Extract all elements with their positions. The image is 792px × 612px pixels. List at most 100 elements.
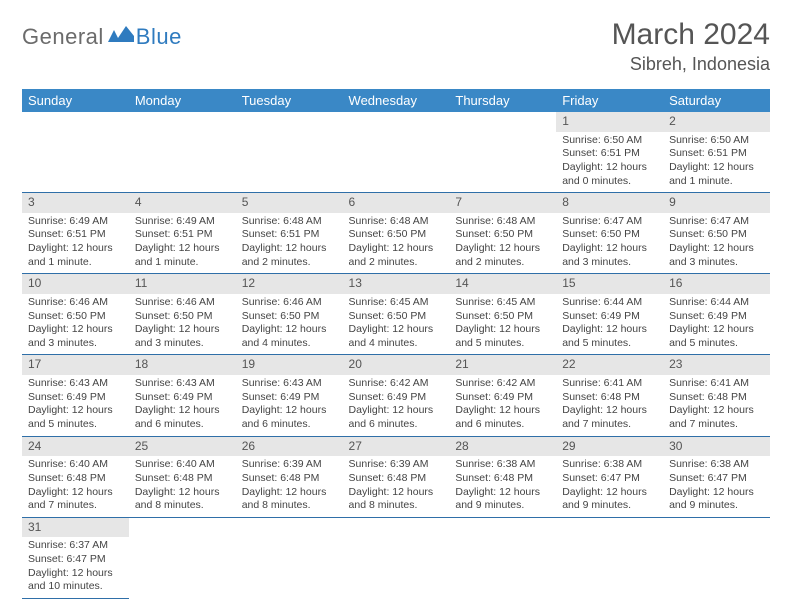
calendar-cell [129, 112, 236, 193]
day-body: Sunrise: 6:45 AMSunset: 6:50 PMDaylight:… [449, 294, 556, 355]
daylight-line: Daylight: 12 hours and 8 minutes. [242, 486, 337, 513]
calendar-cell: 21Sunrise: 6:42 AMSunset: 6:49 PMDayligh… [449, 355, 556, 436]
sunset-line: Sunset: 6:47 PM [669, 472, 764, 486]
calendar-cell: 10Sunrise: 6:46 AMSunset: 6:50 PMDayligh… [22, 274, 129, 355]
day-number: 26 [236, 437, 343, 457]
sunset-line: Sunset: 6:48 PM [349, 472, 444, 486]
daylight-line: Daylight: 12 hours and 8 minutes. [349, 486, 444, 513]
daylight-line: Daylight: 12 hours and 1 minute. [669, 161, 764, 188]
day-body: Sunrise: 6:48 AMSunset: 6:50 PMDaylight:… [343, 213, 450, 274]
daylight-line: Daylight: 12 hours and 1 minute. [135, 242, 230, 269]
sunrise-line: Sunrise: 6:48 AM [242, 215, 337, 229]
calendar-cell [663, 517, 770, 598]
calendar-cell: 8Sunrise: 6:47 AMSunset: 6:50 PMDaylight… [556, 193, 663, 274]
logo-text-blue: Blue [136, 24, 182, 50]
day-body: Sunrise: 6:45 AMSunset: 6:50 PMDaylight:… [343, 294, 450, 355]
day-number: 17 [22, 355, 129, 375]
sunset-line: Sunset: 6:51 PM [242, 228, 337, 242]
logo: General Blue [22, 18, 182, 50]
calendar-table: SundayMondayTuesdayWednesdayThursdayFrid… [22, 89, 770, 599]
sunrise-line: Sunrise: 6:42 AM [349, 377, 444, 391]
day-header: Friday [556, 89, 663, 112]
sunset-line: Sunset: 6:49 PM [28, 391, 123, 405]
sunrise-line: Sunrise: 6:38 AM [455, 458, 550, 472]
day-number: 15 [556, 274, 663, 294]
sunset-line: Sunset: 6:50 PM [349, 310, 444, 324]
calendar-cell: 23Sunrise: 6:41 AMSunset: 6:48 PMDayligh… [663, 355, 770, 436]
day-body: Sunrise: 6:49 AMSunset: 6:51 PMDaylight:… [22, 213, 129, 274]
sunset-line: Sunset: 6:51 PM [28, 228, 123, 242]
daylight-line: Daylight: 12 hours and 5 minutes. [455, 323, 550, 350]
daylight-line: Daylight: 12 hours and 6 minutes. [349, 404, 444, 431]
sunset-line: Sunset: 6:49 PM [242, 391, 337, 405]
day-body: Sunrise: 6:47 AMSunset: 6:50 PMDaylight:… [663, 213, 770, 274]
calendar-cell: 4Sunrise: 6:49 AMSunset: 6:51 PMDaylight… [129, 193, 236, 274]
sunrise-line: Sunrise: 6:43 AM [28, 377, 123, 391]
day-body: Sunrise: 6:38 AMSunset: 6:47 PMDaylight:… [556, 456, 663, 517]
day-body: Sunrise: 6:41 AMSunset: 6:48 PMDaylight:… [556, 375, 663, 436]
day-body: Sunrise: 6:44 AMSunset: 6:49 PMDaylight:… [663, 294, 770, 355]
calendar-cell [129, 517, 236, 598]
day-body: Sunrise: 6:39 AMSunset: 6:48 PMDaylight:… [343, 456, 450, 517]
location: Sibreh, Indonesia [612, 54, 770, 75]
calendar-week-row: 10Sunrise: 6:46 AMSunset: 6:50 PMDayligh… [22, 274, 770, 355]
day-number: 10 [22, 274, 129, 294]
calendar-cell: 31Sunrise: 6:37 AMSunset: 6:47 PMDayligh… [22, 517, 129, 598]
day-number: 20 [343, 355, 450, 375]
day-number: 28 [449, 437, 556, 457]
day-number: 8 [556, 193, 663, 213]
sunrise-line: Sunrise: 6:41 AM [562, 377, 657, 391]
calendar-cell: 25Sunrise: 6:40 AMSunset: 6:48 PMDayligh… [129, 436, 236, 517]
day-number: 14 [449, 274, 556, 294]
day-number: 24 [22, 437, 129, 457]
daylight-line: Daylight: 12 hours and 3 minutes. [135, 323, 230, 350]
calendar-cell: 6Sunrise: 6:48 AMSunset: 6:50 PMDaylight… [343, 193, 450, 274]
sunset-line: Sunset: 6:50 PM [562, 228, 657, 242]
calendar-cell: 27Sunrise: 6:39 AMSunset: 6:48 PMDayligh… [343, 436, 450, 517]
sunset-line: Sunset: 6:48 PM [28, 472, 123, 486]
day-number: 2 [663, 112, 770, 132]
day-body: Sunrise: 6:38 AMSunset: 6:47 PMDaylight:… [663, 456, 770, 517]
sunset-line: Sunset: 6:50 PM [669, 228, 764, 242]
sunrise-line: Sunrise: 6:48 AM [455, 215, 550, 229]
calendar-cell [449, 112, 556, 193]
daylight-line: Daylight: 12 hours and 9 minutes. [455, 486, 550, 513]
calendar-cell: 28Sunrise: 6:38 AMSunset: 6:48 PMDayligh… [449, 436, 556, 517]
calendar-cell: 2Sunrise: 6:50 AMSunset: 6:51 PMDaylight… [663, 112, 770, 193]
sunset-line: Sunset: 6:50 PM [135, 310, 230, 324]
daylight-line: Daylight: 12 hours and 10 minutes. [28, 567, 123, 594]
sunrise-line: Sunrise: 6:49 AM [135, 215, 230, 229]
calendar-cell: 22Sunrise: 6:41 AMSunset: 6:48 PMDayligh… [556, 355, 663, 436]
day-body: Sunrise: 6:37 AMSunset: 6:47 PMDaylight:… [22, 537, 129, 598]
day-number: 30 [663, 437, 770, 457]
sunset-line: Sunset: 6:47 PM [562, 472, 657, 486]
calendar-cell: 3Sunrise: 6:49 AMSunset: 6:51 PMDaylight… [22, 193, 129, 274]
daylight-line: Daylight: 12 hours and 5 minutes. [669, 323, 764, 350]
calendar-cell: 13Sunrise: 6:45 AMSunset: 6:50 PMDayligh… [343, 274, 450, 355]
sunset-line: Sunset: 6:47 PM [28, 553, 123, 567]
sunrise-line: Sunrise: 6:39 AM [349, 458, 444, 472]
day-body: Sunrise: 6:50 AMSunset: 6:51 PMDaylight:… [556, 132, 663, 193]
sunrise-line: Sunrise: 6:43 AM [135, 377, 230, 391]
sunrise-line: Sunrise: 6:46 AM [28, 296, 123, 310]
daylight-line: Daylight: 12 hours and 0 minutes. [562, 161, 657, 188]
day-number: 31 [22, 518, 129, 538]
day-body: Sunrise: 6:43 AMSunset: 6:49 PMDaylight:… [236, 375, 343, 436]
day-body: Sunrise: 6:47 AMSunset: 6:50 PMDaylight:… [556, 213, 663, 274]
sunset-line: Sunset: 6:49 PM [669, 310, 764, 324]
daylight-line: Daylight: 12 hours and 4 minutes. [349, 323, 444, 350]
daylight-line: Daylight: 12 hours and 5 minutes. [562, 323, 657, 350]
calendar-cell [556, 517, 663, 598]
day-body: Sunrise: 6:48 AMSunset: 6:51 PMDaylight:… [236, 213, 343, 274]
sunrise-line: Sunrise: 6:47 AM [669, 215, 764, 229]
calendar-cell: 12Sunrise: 6:46 AMSunset: 6:50 PMDayligh… [236, 274, 343, 355]
sunrise-line: Sunrise: 6:40 AM [28, 458, 123, 472]
sunset-line: Sunset: 6:50 PM [455, 228, 550, 242]
day-header: Wednesday [343, 89, 450, 112]
day-body: Sunrise: 6:43 AMSunset: 6:49 PMDaylight:… [129, 375, 236, 436]
calendar-cell: 5Sunrise: 6:48 AMSunset: 6:51 PMDaylight… [236, 193, 343, 274]
day-number: 1 [556, 112, 663, 132]
calendar-week-row: 17Sunrise: 6:43 AMSunset: 6:49 PMDayligh… [22, 355, 770, 436]
sunset-line: Sunset: 6:50 PM [242, 310, 337, 324]
daylight-line: Daylight: 12 hours and 7 minutes. [669, 404, 764, 431]
